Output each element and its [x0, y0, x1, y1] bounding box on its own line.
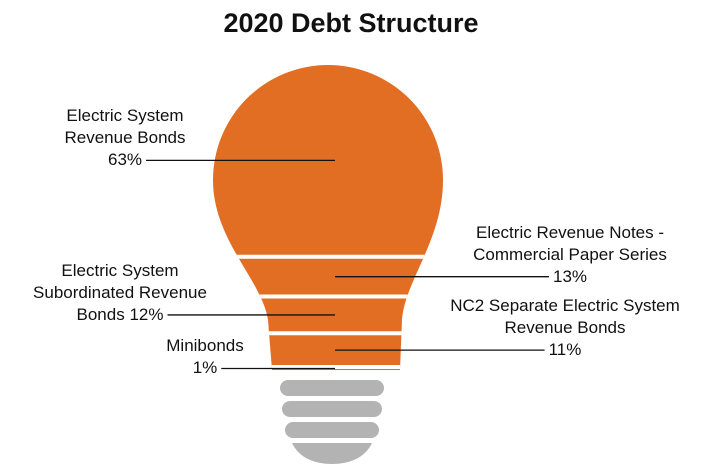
segment-label: Electric System Subordinated Revenue Bon… — [10, 260, 230, 326]
bulb-base-cap — [292, 443, 372, 464]
category-label: Electric Revenue Notes - Commercial Pape… — [473, 222, 667, 264]
value-label: 63% — [107, 150, 143, 170]
value-label: 11% — [548, 340, 582, 360]
bulb-base-ring — [285, 422, 379, 438]
value-label: 12% — [129, 304, 164, 324]
chart-title: 2020 Debt Structure — [223, 8, 479, 38]
segment-label: Minibonds 1% — [130, 335, 280, 379]
bulb-base-ring — [280, 380, 384, 396]
category-label: Minibonds — [166, 336, 244, 356]
value-label: 13% — [552, 266, 588, 286]
category-label: Electric System Revenue Bonds — [64, 106, 186, 148]
category-label: Electric System Subordinated Revenue Bon… — [33, 260, 207, 324]
bulb-body — [213, 65, 443, 370]
bulb-base-ring — [282, 401, 382, 417]
segment-label: NC2 Separate Electric System Revenue Bon… — [430, 295, 700, 361]
segment-label: Electric Revenue Notes - Commercial Pape… — [445, 222, 695, 288]
segment-label: Electric System Revenue Bonds 63% — [40, 105, 210, 171]
value-label: 1% — [192, 358, 218, 378]
category-label: NC2 Separate Electric System Revenue Bon… — [450, 296, 680, 338]
